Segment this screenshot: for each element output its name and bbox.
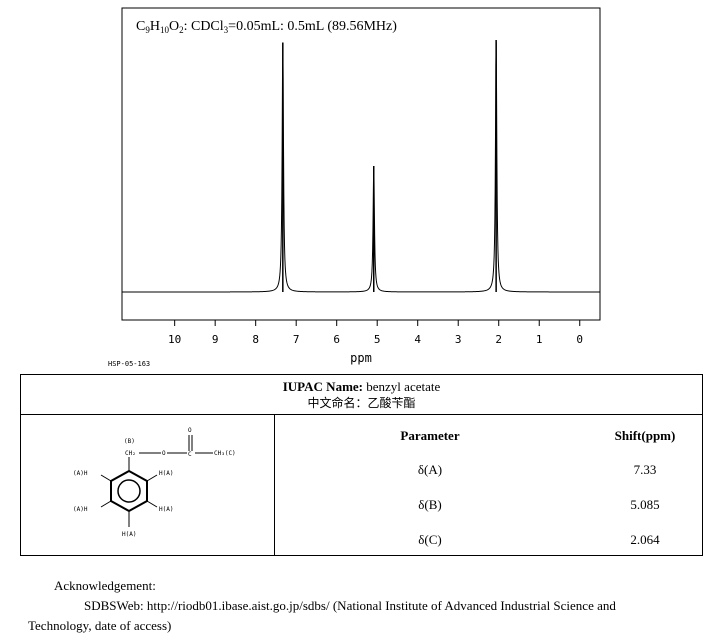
title-o: O [169, 19, 179, 34]
shift-c: 2.064 [630, 532, 660, 547]
x-tick-label-4: 4 [414, 333, 421, 346]
label-o-double: O [188, 427, 192, 434]
x-tick-label-7: 7 [293, 333, 300, 346]
param-c: δ(C) [418, 532, 442, 547]
benzyl-acetate-structure: (B) CH₂ O C O CH₃(C) (A)H H(A) (A)H H(A)… [73, 427, 236, 538]
title-c: C [136, 19, 145, 34]
shift-row-b: δ(B) 5.085 [275, 497, 702, 517]
title-rest-2: =0.05mL: 0.5mL (89.56MHz) [228, 19, 397, 34]
bond-h-right-top [146, 474, 158, 482]
title-sub-2: 2 [179, 25, 184, 35]
title-sub-3: 3 [224, 25, 229, 35]
info-header: IUPAC Name: benzyl acetate 中文命名：乙酸苄酯 [21, 375, 702, 415]
title-rest-1: : CDCl [184, 19, 224, 34]
structure-cell: (B) CH₂ O C O CH₃(C) (A)H H(A) (A)H H(A)… [21, 415, 275, 555]
title-sub-9: 9 [145, 25, 150, 35]
title-h: H [150, 19, 160, 34]
label-ch3: CH₃(C) [214, 450, 236, 457]
info-table: IUPAC Name: benzyl acetate 中文命名：乙酸苄酯 (B)… [20, 374, 703, 556]
spectrum-id: HSP-05-163 [108, 360, 150, 368]
x-tick-label-9: 9 [212, 333, 219, 346]
param-b: δ(B) [418, 497, 442, 512]
shift-row-a: δ(A) 7.33 [275, 462, 702, 482]
iupac-line: IUPAC Name: benzyl acetate [21, 378, 702, 395]
bond-h-left-top [100, 474, 112, 482]
header-parameter: Parameter [400, 428, 460, 443]
benzene-ring [110, 469, 148, 513]
plot-area [122, 40, 600, 293]
x-tick-label-3: 3 [455, 333, 462, 346]
header-shift: Shift(ppm) [614, 428, 676, 443]
chinese-name: 中文命名：乙酸苄酯 [307, 396, 416, 410]
label-b: (B) [124, 438, 135, 445]
shift-table-header: Parameter Shift(ppm) [275, 428, 702, 448]
bond-h-right-bottom [146, 500, 158, 508]
shift-a: 7.33 [633, 462, 657, 477]
spectrum-trace [122, 41, 600, 293]
nmr-spectrum-chart: C9H10O2: CDCl3=0.05mL: 0.5mL (89.56MHz) … [108, 7, 601, 368]
x-tick-label-1: 1 [536, 333, 543, 346]
shift-table: Parameter Shift(ppm) δ(A) 7.33 δ(B) 5.08… [275, 415, 702, 555]
aromatic-circle [117, 479, 141, 503]
x-tick-label-8: 8 [252, 333, 259, 346]
label-h-left-bottom: (A)H [73, 506, 88, 513]
x-tick-label-10: 10 [168, 333, 181, 346]
title-sub-10: 10 [160, 25, 170, 35]
chart-title: C9H10O2: CDCl3=0.05mL: 0.5mL (89.56MHz) [136, 19, 397, 35]
plot-frame [121, 7, 601, 321]
x-tick-label-0: 0 [576, 333, 583, 346]
label-ch2: CH₂ [125, 450, 136, 457]
ack-source-cont: Technology, date of access) [28, 618, 172, 633]
label-c: C [188, 451, 192, 458]
param-a: δ(A) [417, 462, 443, 477]
iupac-label: IUPAC Name: [282, 379, 364, 394]
label-h-left-top: (A)H [73, 470, 88, 477]
shift-b: 5.085 [630, 497, 660, 512]
bond-h-left-bottom [100, 500, 112, 508]
label-o: O [162, 450, 166, 457]
label-h-right-top: H(A) [159, 470, 173, 477]
x-axis-label: ppm [350, 351, 372, 365]
x-axis: 10 9 8 7 6 5 4 3 2 1 0 [168, 320, 583, 346]
ack-heading: Acknowledgement: [54, 578, 156, 593]
x-tick-label-6: 6 [333, 333, 340, 346]
x-tick-label-5: 5 [374, 333, 381, 346]
ack-source: SDBSWeb: http://riodb01.ibase.aist.go.jp… [84, 598, 616, 613]
iupac-value: benzyl acetate [363, 379, 441, 394]
x-tick-label-2: 2 [495, 333, 502, 346]
label-h-bottom: H(A) [122, 531, 136, 538]
shift-row-c: δ(C) 2.064 [275, 532, 702, 552]
label-h-right-bottom: H(A) [159, 506, 173, 513]
